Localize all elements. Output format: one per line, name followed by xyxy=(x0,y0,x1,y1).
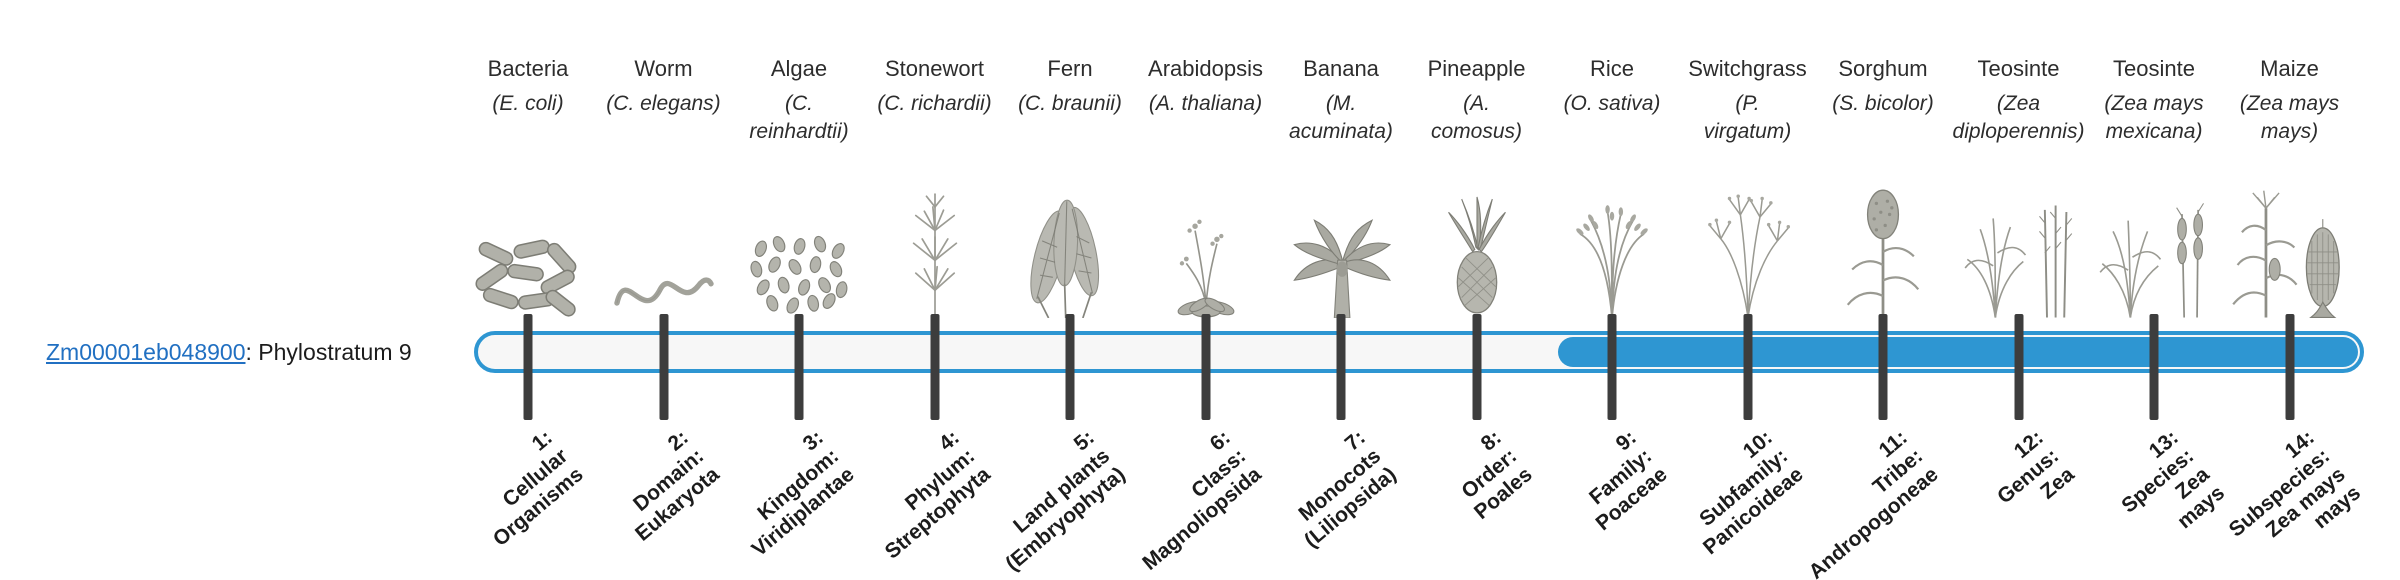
worm-icon xyxy=(584,146,744,318)
organism-scientific-name: (C. elegans) xyxy=(606,92,721,115)
organism-scientific-name: (Zea diploperennis) xyxy=(1952,92,2085,144)
organism-scientific-name: (C. braunii) xyxy=(1018,92,1122,115)
organism-common-name: Stonewort xyxy=(884,56,985,81)
bacteria-icon xyxy=(448,146,608,318)
timeline-tick xyxy=(1336,314,1346,420)
organism-common-name: Maize xyxy=(2260,56,2319,81)
timeline-tick xyxy=(1743,314,1752,420)
switchgrass-icon xyxy=(1668,146,1828,318)
organism-common-name: Teosinte xyxy=(1977,56,2060,81)
timeline-tick xyxy=(930,314,939,420)
pineapple-icon xyxy=(1397,146,1557,318)
organism-scientific-name: (P. virgatum) xyxy=(1703,92,1792,144)
organism-scientific-name: (A. thaliana) xyxy=(1148,92,1263,115)
organism-common-name: Arabidopsis xyxy=(1148,56,1263,81)
organism-scientific-name: (C. richardii) xyxy=(877,92,992,115)
algae-icon xyxy=(719,146,879,318)
organism-scientific-name: (M. acuminata) xyxy=(1289,92,1393,144)
fern-icon xyxy=(990,146,1150,318)
gene-id-link[interactable]: Zm00001eb048900 xyxy=(46,339,246,365)
banana-icon xyxy=(1261,146,1421,318)
organism-common-name: Rice xyxy=(1589,56,1634,81)
rice-icon xyxy=(1532,146,1692,318)
timeline-tick xyxy=(1607,314,1617,420)
timeline-tick xyxy=(1065,314,1075,420)
maize-icon xyxy=(2210,146,2370,318)
organism-common-name: Pineapple xyxy=(1427,56,1526,81)
organism-common-name: Algae xyxy=(770,56,828,81)
stonewort-icon xyxy=(855,146,1015,318)
timeline-tick xyxy=(659,314,668,420)
timeline-tick xyxy=(523,314,533,420)
organism-common-name: Switchgrass xyxy=(1688,56,1807,81)
organism-scientific-name: (E. coli) xyxy=(492,92,564,115)
phylostratum-fill-bar xyxy=(1558,337,2358,367)
organism-common-name: Bacteria xyxy=(487,56,569,81)
timeline-tick xyxy=(2149,314,2159,420)
timeline-tick xyxy=(1201,314,1210,420)
organism-common-name: Worm xyxy=(634,56,693,81)
timeline-tick xyxy=(2285,314,2294,420)
teosinte-mexicana-icon xyxy=(2074,146,2234,318)
organism-common-name: Banana xyxy=(1303,56,1379,81)
timeline-tick xyxy=(794,314,804,420)
organism-common-name: Sorghum xyxy=(1838,56,1928,81)
organism-common-name: Teosinte xyxy=(2113,56,2195,81)
organism-scientific-name: (C. reinhardtii) xyxy=(749,92,849,144)
timeline-tick xyxy=(2014,314,2023,420)
phylostrata-track xyxy=(474,331,2364,373)
organism-scientific-name: (Zea mays mexicana) xyxy=(2104,92,2204,144)
organism-scientific-name: (Zea mays mays) xyxy=(2239,92,2340,144)
phylostratum-text: : Phylostratum 9 xyxy=(245,339,412,365)
organism-scientific-name: (O. sativa) xyxy=(1563,92,1661,115)
teosinte-diploperennis-icon xyxy=(1939,146,2099,318)
organism-scientific-name: (S. bicolor) xyxy=(1832,92,1934,115)
timeline-tick xyxy=(1878,314,1888,420)
organism-scientific-name: (A. comosus) xyxy=(1430,92,1523,144)
sorghum-icon xyxy=(1803,146,1963,318)
timeline-tick xyxy=(1472,314,1481,420)
arabidopsis-icon xyxy=(1126,146,1286,318)
gene-label: Zm00001eb048900: Phylostratum 9 xyxy=(46,339,412,366)
organism-common-name: Fern xyxy=(1047,56,1093,81)
